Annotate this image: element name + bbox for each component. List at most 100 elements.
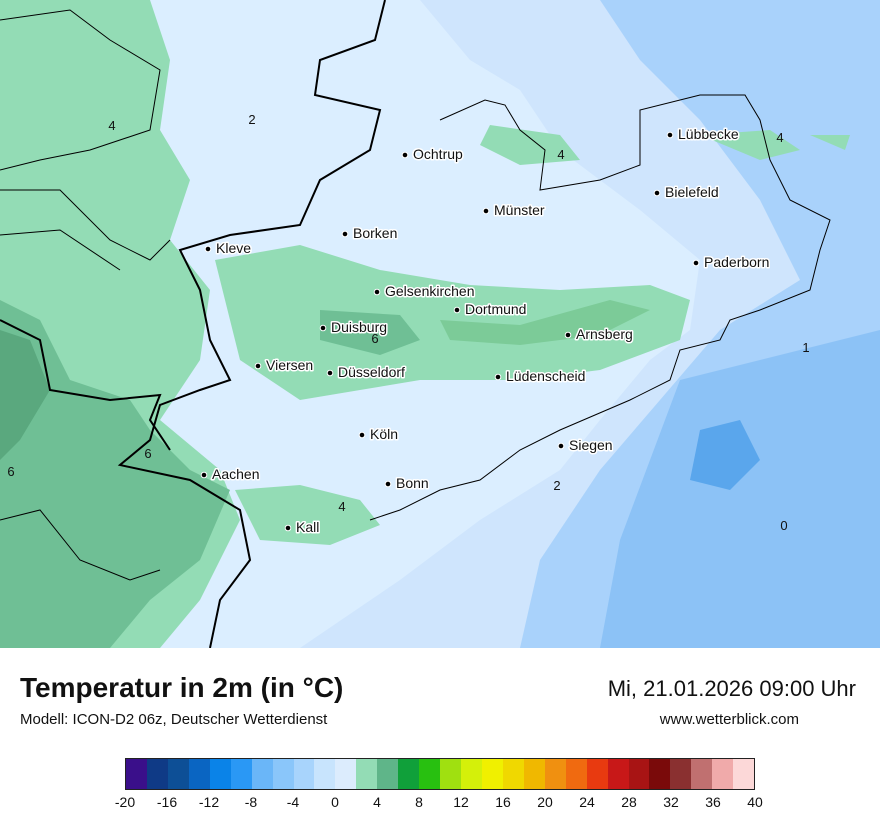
city-label: Dortmund — [465, 301, 526, 317]
province-border-1 — [0, 9, 161, 171]
scale-tick-label: -8 — [244, 794, 258, 810]
city-label: Viersen — [266, 357, 313, 373]
province-border-2 — [0, 189, 171, 261]
scale-tick-label: 24 — [579, 794, 595, 810]
scale-swatch — [167, 759, 189, 789]
city-label: Bonn — [396, 475, 429, 491]
isotherm-value: 4 — [557, 147, 564, 162]
legend-footer: Temperatur in 2m (in °C) Modell: ICON-D2… — [0, 648, 880, 830]
province-border-3 — [0, 229, 121, 271]
city-dot — [284, 524, 292, 532]
isotherm-value: 0 — [780, 518, 787, 533]
scale-tick-label: 20 — [537, 794, 553, 810]
city-label: Gelsenkirchen — [385, 283, 475, 299]
city-label: Siegen — [569, 437, 613, 453]
isotherm-value: 4 — [108, 118, 115, 133]
city-label: Bielefeld — [665, 184, 719, 200]
scale-swatch — [314, 759, 336, 789]
scale-swatch — [377, 759, 399, 789]
scale-swatch — [607, 759, 629, 789]
scale-swatch — [335, 759, 357, 789]
isotherm-labels: 4 2 4 4 6 1 6 6 2 4 0 — [7, 112, 809, 533]
scale-tick-label: -20 — [114, 794, 136, 810]
scale-swatch — [565, 759, 587, 789]
scale-tick-label: 40 — [747, 794, 763, 810]
scale-swatch — [356, 759, 378, 789]
city-dot — [319, 324, 327, 332]
scale-swatch — [649, 759, 671, 789]
scale-swatch — [188, 759, 210, 789]
scale-swatch — [691, 759, 713, 789]
isotherm-value: 4 — [776, 130, 783, 145]
region-warmest-west — [0, 330, 50, 460]
scale-swatch — [628, 759, 650, 789]
region-warm-west — [0, 300, 230, 648]
city-label: Kleve — [216, 240, 251, 256]
city-label: Kall — [296, 519, 319, 535]
scale-swatch — [272, 759, 294, 789]
scale-swatch — [502, 759, 524, 789]
city-label: Lüdenscheid — [506, 368, 585, 384]
scale-swatch — [230, 759, 252, 789]
isotherm-value: 1 — [802, 340, 809, 355]
city-dot — [254, 362, 262, 370]
city-markers: Ochtrup Lübbecke Bielefeld Münster Borken Kle… — [200, 125, 771, 537]
scale-swatch — [419, 759, 441, 789]
scale-tick-label: -12 — [198, 794, 220, 810]
province-border-4 — [0, 509, 161, 581]
city-dot — [653, 189, 661, 197]
isotherm-value: 2 — [248, 112, 255, 127]
isotherm-value: 6 — [371, 331, 378, 346]
region-mild-north — [480, 125, 580, 165]
scale-swatch — [209, 759, 231, 789]
isotherm-value: 6 — [144, 446, 151, 461]
region-mild-northeast-2 — [810, 135, 850, 150]
scale-swatch — [293, 759, 315, 789]
scale-swatch — [712, 759, 734, 789]
city-label: Köln — [370, 426, 398, 442]
city-label: Münster — [494, 202, 545, 218]
city-label: Ochtrup — [413, 146, 463, 162]
scale-tick-label: 32 — [663, 794, 679, 810]
scale-tick-label: 0 — [331, 794, 339, 810]
map-title: Temperatur in 2m (in °C) — [20, 672, 344, 703]
scale-swatch — [481, 759, 503, 789]
city-dot — [384, 480, 392, 488]
scale-tick-label: -4 — [286, 794, 300, 810]
city-dot — [401, 151, 409, 159]
state-border — [369, 94, 831, 521]
scale-tick-label: 28 — [621, 794, 637, 810]
region-warm-ruhr — [320, 310, 420, 355]
scale-swatch — [146, 759, 168, 789]
region-warm-ruhr-east — [440, 300, 650, 345]
city-label: Paderborn — [704, 254, 769, 270]
scale-swatch — [733, 759, 755, 789]
temperature-map: Ochtrup Lübbecke Bielefeld Münster Borken Kle… — [0, 0, 880, 648]
city-dot — [453, 306, 461, 314]
scale-tick-label: 36 — [705, 794, 721, 810]
scale-tick-label: 16 — [495, 794, 511, 810]
scale-tick-label: -16 — [156, 794, 178, 810]
isotherm-value: 2 — [553, 478, 560, 493]
scale-swatch — [461, 759, 482, 789]
city-dot — [692, 259, 700, 267]
region-colder — [600, 330, 880, 648]
scale-tick-label: 8 — [415, 794, 423, 810]
country-border — [117, 0, 386, 648]
city-label: Arnsberg — [576, 326, 633, 342]
color-scale-bar — [125, 758, 755, 790]
scale-swatch — [440, 759, 461, 789]
city-dot — [373, 288, 381, 296]
city-label: Lübbecke — [678, 126, 739, 142]
scale-swatch — [398, 759, 420, 789]
scale-swatch — [544, 759, 566, 789]
city-dot — [200, 471, 208, 479]
website-link[interactable]: www.wetterblick.com — [659, 711, 799, 728]
city-label: Düsseldorf — [338, 364, 405, 380]
city-dot — [341, 230, 349, 238]
city-label: Aachen — [212, 466, 259, 482]
scale-swatch — [670, 759, 692, 789]
scale-tick-label: 12 — [453, 794, 469, 810]
city-label: Borken — [353, 225, 397, 241]
scale-swatch — [523, 759, 545, 789]
